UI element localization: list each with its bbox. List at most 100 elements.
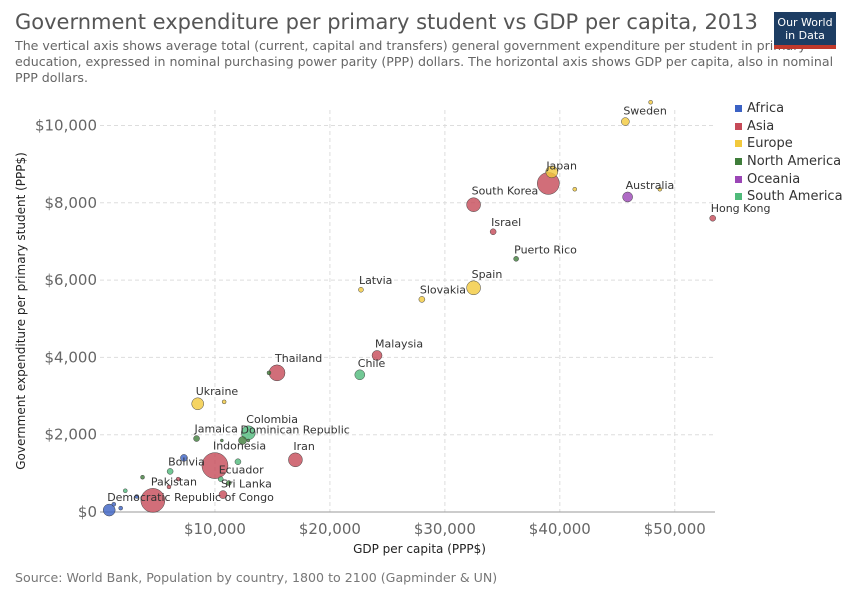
point-label: Dominican Republic	[241, 423, 350, 436]
data-point	[288, 452, 303, 468]
point-label: Latvia	[359, 274, 393, 287]
legend: Africa Asia Europe North America Oceania Sout…	[735, 100, 843, 206]
x-axis-title: GDP per capita (PPP$)	[353, 542, 486, 556]
legend-label: Europe	[747, 136, 793, 152]
legend-label: Oceania	[747, 171, 801, 187]
point-label: Sweden	[623, 105, 666, 118]
logo-line-1: Our World	[777, 16, 833, 29]
point-label: Ecuador	[219, 464, 264, 477]
data-point	[180, 454, 188, 462]
legend-item[interactable]: Oceania	[735, 170, 843, 188]
data-point	[657, 186, 663, 192]
point-label: Malaysia	[375, 337, 423, 350]
data-point	[191, 397, 204, 411]
data-point	[134, 494, 140, 499]
legend-item[interactable]: Asia	[735, 118, 843, 136]
legend-swatch	[735, 158, 742, 166]
x-tick-label: $50,000	[644, 520, 706, 538]
data-point	[220, 438, 224, 443]
x-tick-label: $40,000	[529, 520, 591, 538]
data-point	[221, 399, 227, 405]
data-point	[225, 480, 232, 486]
point-label: Thailand	[274, 352, 322, 365]
y-tick-label: $8,000	[45, 194, 98, 212]
data-point	[166, 468, 174, 475]
data-point	[513, 256, 519, 262]
point-label: Colombia	[246, 413, 298, 426]
data-point	[123, 488, 128, 493]
data-point	[648, 100, 653, 105]
data-point	[354, 369, 366, 381]
data-point	[358, 286, 364, 293]
y-tick-label: $10,000	[35, 116, 97, 134]
point-label: Ukraine	[196, 385, 239, 398]
x-tick-label: $30,000	[414, 520, 476, 538]
data-point	[175, 476, 181, 482]
x-tick-label: $10,000	[184, 520, 246, 538]
data-point	[622, 191, 633, 203]
data-point	[371, 350, 383, 361]
point-label: Pakistan	[151, 475, 197, 488]
data-point	[621, 117, 630, 126]
data-point	[118, 505, 123, 511]
point-label: Australia	[626, 179, 675, 192]
data-point	[140, 488, 166, 513]
point-label: South Korea	[472, 185, 539, 198]
legend-label: South America	[747, 189, 843, 205]
data-point	[166, 484, 172, 490]
data-point	[218, 490, 228, 499]
data-point	[217, 476, 224, 482]
legend-swatch	[735, 140, 742, 148]
legend-swatch	[735, 193, 742, 201]
data-point	[466, 280, 481, 296]
chart-subtitle: The vertical axis shows average total (c…	[15, 38, 834, 85]
legend-label: Asia	[747, 118, 775, 134]
owid-logo[interactable]: Our World in Data	[774, 12, 836, 49]
point-label: Hong Kong	[711, 202, 771, 215]
data-point	[193, 435, 200, 442]
data-point	[111, 502, 117, 507]
y-axis-title: Government expenditure per primary stude…	[14, 152, 28, 470]
y-tick-label: $2,000	[45, 426, 98, 444]
data-point	[489, 228, 497, 236]
legend-item[interactable]: Europe	[735, 135, 843, 153]
point-label: Bolivia	[168, 455, 205, 468]
data-point	[572, 186, 578, 192]
y-tick-label: $6,000	[45, 271, 98, 289]
legend-item[interactable]: South America	[735, 188, 843, 206]
point-label: Japan	[545, 159, 577, 172]
data-point	[201, 452, 229, 479]
data-point	[418, 296, 426, 303]
y-tick-label: $4,000	[45, 348, 98, 366]
legend-swatch	[735, 105, 742, 113]
x-tick-label: $20,000	[299, 520, 361, 538]
data-point	[266, 370, 272, 376]
chart-title: Government expenditure per primary stude…	[15, 10, 758, 34]
point-label: Iran	[293, 440, 315, 453]
point-label: Jamaica	[194, 423, 238, 436]
legend-item[interactable]: Africa	[735, 100, 843, 118]
point-label: Slovakia	[420, 283, 466, 296]
data-point	[709, 214, 716, 222]
legend-swatch	[735, 122, 742, 130]
data-point	[234, 458, 242, 465]
legend-swatch	[735, 175, 742, 183]
data-point	[466, 197, 481, 212]
point-label: Sri Lanka	[221, 478, 272, 491]
legend-item[interactable]: North America	[735, 153, 843, 171]
legend-label: Africa	[747, 101, 785, 117]
point-label: Democratic Republic of Congo	[107, 491, 274, 504]
point-label: Chile	[358, 357, 386, 370]
point-label: Spain	[472, 268, 503, 281]
point-label: Israel	[491, 216, 521, 229]
data-point	[102, 503, 116, 517]
logo-line-2: in Data	[785, 29, 825, 42]
point-label: Puerto Rico	[514, 243, 577, 256]
data-point	[545, 165, 559, 179]
y-tick-label: $0	[78, 503, 97, 521]
data-point	[268, 364, 286, 382]
point-label: Indonesia	[213, 440, 266, 453]
logo-accent-bar	[774, 45, 836, 49]
legend-label: North America	[747, 154, 842, 170]
